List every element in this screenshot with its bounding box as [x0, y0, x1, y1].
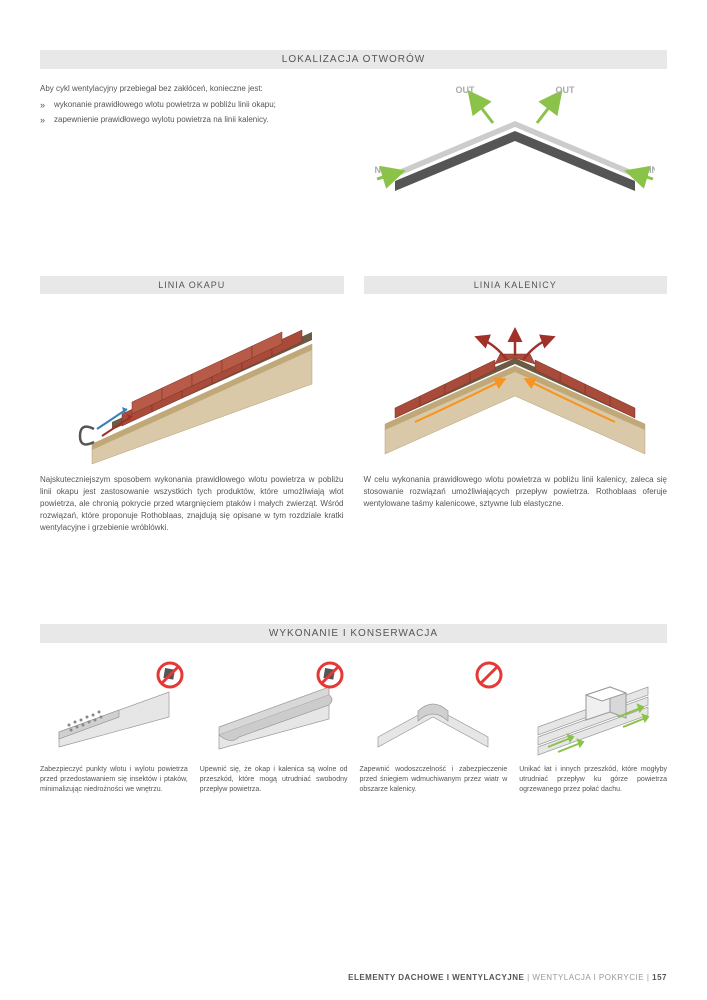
page-footer: ELEMENTY DACHOWE I WENTYLACYJNE | WENTYL… — [348, 973, 667, 982]
maintenance-thumb-1 — [40, 657, 188, 757]
maintenance-thumb-4 — [519, 657, 667, 757]
label-out-left: OUT — [456, 85, 476, 95]
roof-ventilation-diagram: OUT OUT IN IN — [364, 83, 668, 213]
sub-header-eaves: LINIA OKAPU — [40, 276, 344, 294]
maintenance-caption-4: Unikać łat i innych przeszkód, które mog… — [519, 765, 667, 795]
section-header-location: LOKALIZACJA OTWORÓW — [40, 50, 667, 69]
intro-bullet-2: zapewnienie prawidłowego wylotu powietrz… — [40, 114, 344, 126]
label-in-left: IN — [375, 165, 381, 175]
ridge-illustration — [364, 304, 668, 464]
footer-page-number: 157 — [652, 973, 667, 982]
eaves-body-text: Najskuteczniejszym sposobem wykonania pr… — [40, 474, 344, 534]
section-header-maintenance: WYKONANIE I KONSERWACJA — [40, 624, 667, 643]
footer-part1: ELEMENTY DACHOWE I WENTYLACYJNE — [348, 973, 524, 982]
prohibit-icon — [475, 661, 503, 689]
intro-lead: Aby cykl wentylacyjny przebiegał bez zak… — [40, 83, 344, 95]
intro-bullet-1: wykonanie prawidłowego wlotu powietrza w… — [40, 99, 344, 111]
prohibit-icon — [156, 661, 184, 689]
intro-text-block: Aby cykl wentylacyjny przebiegał bez zak… — [40, 83, 344, 213]
footer-part2: WENTYLACJA I POKRYCIE — [532, 973, 644, 982]
maintenance-thumb-3 — [360, 657, 508, 757]
maintenance-caption-2: Upewnić się, że okap i kalenica są wolne… — [200, 765, 348, 795]
maintenance-caption-3: Zapewnić wodoszczelność i zabezpieczenie… — [360, 765, 508, 795]
maintenance-caption-1: Zabezpieczyć punkty wlotu i wylotu powie… — [40, 765, 188, 795]
maintenance-thumb-2 — [200, 657, 348, 757]
label-in-right: IN — [649, 165, 655, 175]
prohibit-icon — [316, 661, 344, 689]
sub-header-ridge: LINIA KALENICY — [364, 276, 668, 294]
eaves-illustration — [40, 304, 344, 464]
ridge-body-text: W celu wykonania prawidłowego wlotu powi… — [364, 474, 668, 510]
label-out-right: OUT — [556, 85, 576, 95]
